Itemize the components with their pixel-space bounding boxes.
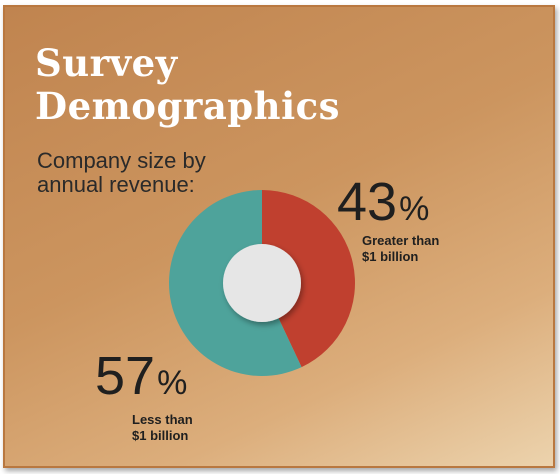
survey-card: Survey Demographics Company size by annu… bbox=[3, 5, 555, 468]
subtitle-line: annual revenue: bbox=[37, 172, 195, 197]
slice-greater-than-1-billion bbox=[262, 190, 355, 368]
percent-greater-unit: % bbox=[399, 190, 430, 228]
percent-less-number: 57 bbox=[95, 346, 156, 406]
donut-chart bbox=[169, 190, 355, 376]
label-greater: Greater than $1 billion bbox=[362, 233, 439, 265]
percent-greater: 43% bbox=[337, 175, 429, 229]
percent-less: 57% bbox=[95, 349, 187, 403]
chart-subtitle: Company size by annual revenue: bbox=[37, 149, 206, 197]
label-greater-line: Greater than bbox=[362, 233, 440, 248]
card-title: Survey Demographics bbox=[35, 42, 340, 128]
subtitle-line: Company size by bbox=[37, 148, 206, 173]
label-less-line: $1 billion bbox=[132, 428, 189, 443]
title-line: Survey bbox=[35, 41, 178, 85]
percent-greater-number: 43 bbox=[337, 172, 398, 232]
label-greater-line: $1 billion bbox=[362, 249, 419, 264]
percent-less-unit: % bbox=[157, 364, 188, 402]
label-less: Less than $1 billion bbox=[132, 412, 193, 444]
donut-center bbox=[223, 244, 301, 322]
label-less-line: Less than bbox=[132, 412, 193, 427]
title-line: Demographics bbox=[35, 84, 340, 128]
